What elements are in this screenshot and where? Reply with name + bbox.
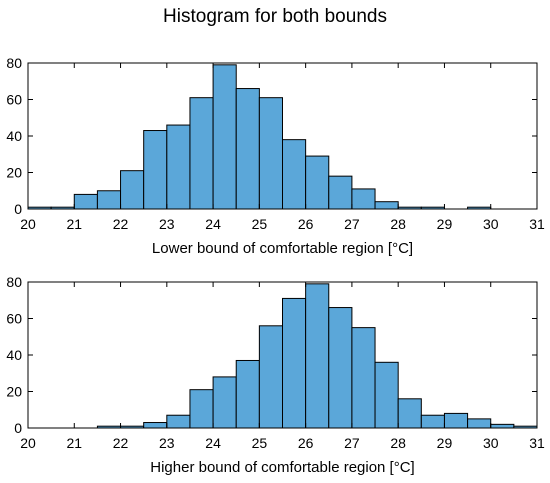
- higher-y-tick-label: 80: [6, 274, 22, 290]
- lower-x-tick-label: 29: [437, 216, 453, 232]
- higher-x-tick-label: 22: [113, 435, 129, 451]
- higher-bound-histogram: 20 21 22 23 24 25 26 27 28 29 30 31020406080Higher …: [6, 274, 545, 476]
- higher-bar: [282, 297, 307, 429]
- lower-x-tick-label: 27: [344, 216, 360, 232]
- lower-bar: [143, 130, 168, 210]
- lower-x-tick-label: 30: [483, 216, 499, 232]
- higher-bar: [351, 327, 376, 429]
- higher-x-tick-label: 25: [252, 435, 268, 451]
- lower-x-tick-label: 24: [205, 216, 221, 232]
- lower-x-axis-label: Lower bound of comfortable region [°C]: [152, 240, 413, 257]
- higher-bar: [305, 283, 330, 429]
- higher-bar: [143, 422, 168, 429]
- lower-x-tick-label: 28: [390, 216, 406, 232]
- lower-x-tick-label: 22: [113, 216, 129, 232]
- lower-x-tick-label: 20: [20, 216, 36, 232]
- lower-bar: [189, 97, 214, 210]
- higher-x-tick-label: 29: [437, 435, 453, 451]
- lower-y-tick-label: 80: [6, 55, 22, 71]
- lower-bar: [305, 155, 330, 210]
- lower-x-tick-label: 25: [252, 216, 268, 232]
- lower-bar: [282, 139, 307, 210]
- lower-bar: [96, 190, 122, 210]
- higher-bar: [166, 414, 191, 429]
- higher-x-tick-label: 23: [159, 435, 175, 451]
- lower-y-tick-label: 40: [6, 128, 22, 144]
- lower-y-tick-label: 0: [14, 201, 22, 217]
- lower-x-tick-label: 23: [159, 216, 175, 232]
- higher-x-tick-label: 26: [298, 435, 314, 451]
- lower-x-tick-label: 26: [298, 216, 314, 232]
- higher-x-tick-label: 27: [344, 435, 360, 451]
- higher-y-tick-label: 20: [6, 384, 22, 400]
- higher-bar: [397, 398, 422, 429]
- lower-bar: [258, 97, 284, 210]
- higher-x-tick-label: 31: [529, 435, 545, 451]
- higher-bar: [443, 412, 469, 429]
- higher-x-tick-label: 24: [205, 435, 221, 451]
- lower-bar: [235, 88, 260, 210]
- higher-bar: [420, 414, 445, 429]
- higher-x-tick-label: 30: [483, 435, 499, 451]
- lower-bar: [374, 201, 399, 210]
- higher-y-tick-label: 40: [6, 347, 22, 363]
- higher-bar: [374, 361, 399, 429]
- higher-bar: [328, 307, 353, 429]
- higher-y-tick-label: 60: [6, 311, 22, 327]
- lower-bar: [351, 188, 376, 210]
- lower-x-tick-label: 31: [529, 216, 545, 232]
- figure-title: Histogram for both bounds: [163, 6, 387, 27]
- higher-bar: [235, 359, 260, 429]
- lower-bar: [120, 170, 145, 210]
- higher-bar: [258, 325, 284, 429]
- lower-bar: [166, 124, 191, 210]
- lower-bar: [328, 175, 353, 210]
- lower-y-tick-label: 20: [6, 165, 22, 181]
- lower-bar: [73, 193, 98, 210]
- higher-x-tick-label: 21: [66, 435, 82, 451]
- higher-bar: [490, 423, 515, 429]
- higher-bar: [189, 389, 214, 429]
- higher-y-tick-label: 0: [14, 420, 22, 436]
- lower-x-tick-label: 21: [66, 216, 82, 232]
- higher-x-axis-label: Higher bound of comfortable region [°C]: [150, 459, 414, 476]
- lower-y-tick-label: 60: [6, 92, 22, 108]
- higher-x-tick-label: 20: [20, 435, 36, 451]
- higher-bar: [212, 376, 237, 429]
- higher-x-tick-label: 28: [390, 435, 406, 451]
- higher-bar: [467, 418, 492, 429]
- lower-bar: [212, 64, 237, 210]
